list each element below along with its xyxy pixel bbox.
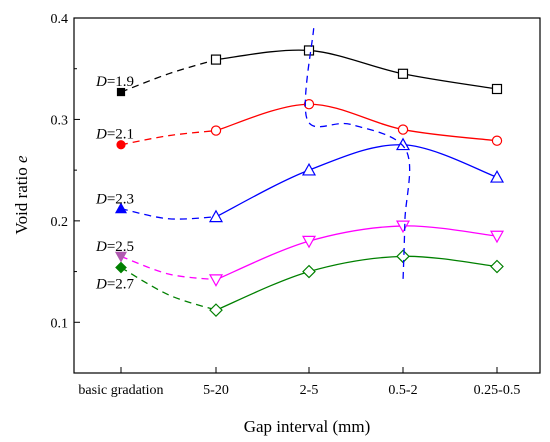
x-tick-label: 2-5	[300, 383, 319, 398]
data-point-triangle-up	[208, 209, 224, 223]
data-point-diamond	[209, 303, 223, 317]
x-axis-title: Gap interval (mm)	[244, 417, 371, 436]
series-dashed-segment	[120, 266, 217, 311]
y-axis-title-var: e	[12, 155, 31, 163]
data-point-diamond	[302, 264, 316, 279]
series-D=1.9	[116, 45, 503, 97]
annotation-layer	[304, 28, 411, 282]
y-tick-label: 0.3	[51, 113, 69, 128]
series-solid-line	[215, 225, 498, 281]
series-labels: D=1.9D=2.1D=2.3D=2.5D=2.7	[95, 74, 135, 293]
data-point-triangle-down	[395, 220, 411, 234]
series-solid-line	[215, 255, 498, 311]
axis-ticks: 0.1 0.2 0.3 0.4 basic gradation 5-20 2-5 0.5-2 0…	[51, 12, 521, 398]
data-point-triangle-down	[114, 251, 128, 263]
data-point-circle	[397, 124, 409, 135]
data-point-triangle-up	[395, 137, 411, 151]
series-label-var: D	[95, 192, 107, 208]
data-point-triangle-down	[208, 274, 224, 287]
data-point-triangle-down	[301, 235, 317, 249]
data-point-square	[491, 83, 503, 95]
series-dashed-segment	[120, 255, 217, 281]
series-label: D=2.1	[95, 127, 134, 143]
series-label-value: =2.1	[107, 127, 134, 143]
series-label-var: D	[95, 127, 107, 143]
plot-frame	[73, 17, 541, 374]
series-label: D=2.5	[95, 239, 134, 255]
series-dashed-segment	[120, 129, 217, 146]
data-point-diamond	[115, 261, 127, 274]
series-dashed-segment	[120, 58, 217, 93]
data-point-diamond	[396, 249, 410, 264]
data-point-circle	[491, 135, 503, 146]
series-label: D=2.3	[95, 192, 134, 208]
data-point-triangle-up	[301, 162, 317, 176]
y-axis-title: Void ratio e	[12, 155, 31, 234]
series-label-value: =2.7	[107, 277, 135, 293]
y-tick-label: 0.1	[51, 316, 69, 331]
data-point-square	[397, 68, 409, 79]
data-point-circle	[210, 125, 222, 136]
x-tick-label: 0.25-0.5	[474, 383, 521, 398]
series-label-var: D	[95, 239, 107, 255]
data-point-triangle-up	[489, 170, 505, 183]
plot-area-border	[73, 17, 541, 374]
x-tick-label: basic gradation	[78, 383, 163, 398]
series-D=2.7	[115, 249, 504, 317]
data-point-circle	[116, 140, 126, 150]
series-layer	[114, 45, 505, 317]
y-tick-label: 0.2	[51, 215, 69, 230]
series-label-value: =1.9	[107, 74, 134, 90]
series-label: D=1.9	[95, 74, 134, 90]
y-tick-label: 0.4	[51, 12, 69, 27]
x-tick-label: 0.5-2	[388, 383, 417, 398]
series-D=2.3	[114, 137, 505, 223]
data-point-square	[303, 45, 315, 56]
series-solid-line	[215, 103, 498, 142]
series-dashed-segment	[120, 208, 217, 220]
series-label: D=2.7	[95, 277, 135, 293]
y-axis-title-main: Void ratio	[12, 163, 31, 234]
series-label-var: D	[95, 277, 107, 293]
series-solid-line	[215, 49, 498, 90]
data-point-triangle-up	[114, 202, 128, 214]
series-label-var: D	[95, 74, 107, 90]
data-point-triangle-down	[489, 230, 505, 244]
series-solid-line	[215, 144, 498, 218]
data-point-square	[210, 54, 222, 65]
series-label-value: =2.3	[107, 192, 134, 208]
series-D=2.5	[114, 220, 505, 287]
series-D=2.1	[116, 99, 503, 150]
peak-trend-dashed-curve	[304, 28, 411, 282]
data-point-circle	[303, 99, 315, 110]
data-point-square	[116, 87, 126, 97]
data-point-diamond	[490, 259, 504, 274]
series-label-value: =2.5	[107, 239, 134, 255]
x-tick-label: 5-20	[203, 383, 229, 398]
